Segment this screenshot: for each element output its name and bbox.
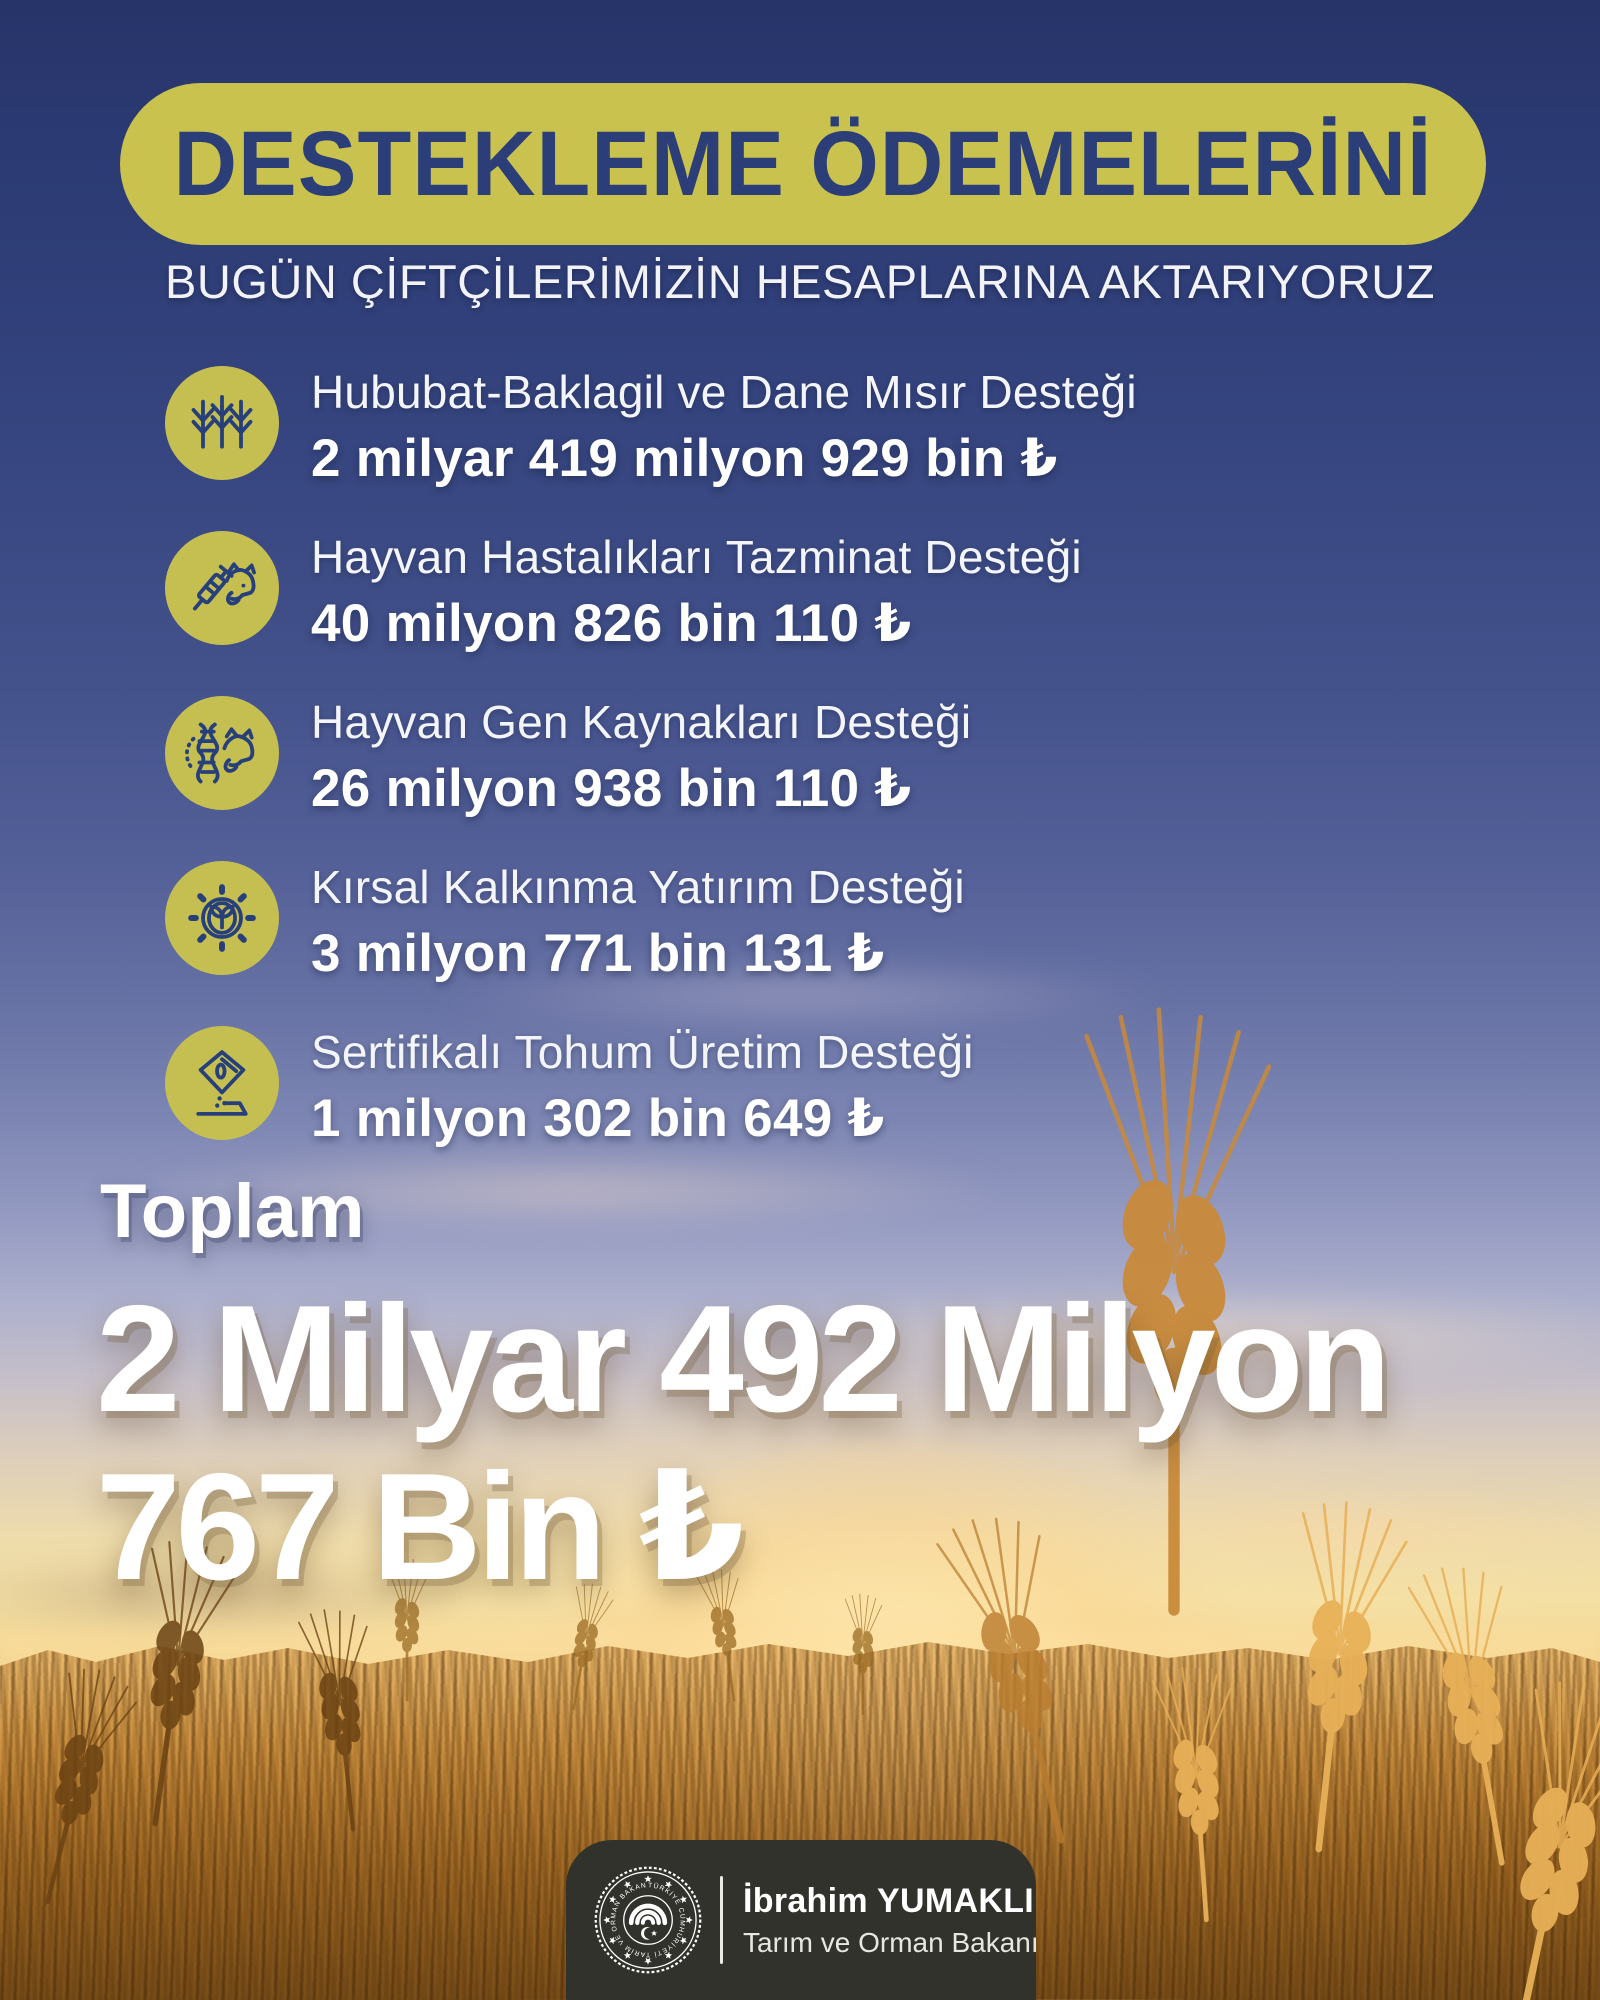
item-title: Hububat-Baklagil ve Dane Mısır Desteği xyxy=(311,366,1137,418)
total-amount-line2: 767 Bin ₺ xyxy=(96,1442,745,1612)
seal-circular-text: TÜRKİYE CUMHURİYETİ TARIM VE ORMAN BAKAN… xyxy=(610,1882,685,1959)
item-text: Sertifikalı Tohum Üretim Desteği 1 milyo… xyxy=(311,1022,974,1152)
total-label: Toplam xyxy=(100,1169,365,1254)
seed-packet-icon xyxy=(165,1026,279,1140)
list-item: Hayvan Hastalıkları Tazminat Desteği 40 … xyxy=(165,527,1082,657)
item-text: Kırsal Kalkınma Yatırım Desteği 3 milyon… xyxy=(311,857,965,987)
total-amount-line1: 2 Milyar 492 Milyon xyxy=(96,1274,1391,1444)
item-amount: 2 milyar 419 milyon 929 bin ₺ xyxy=(311,429,1058,488)
item-title: Hayvan Gen Kaynakları Desteği xyxy=(311,696,972,748)
svg-text:TÜRKİYE CUMHURİYETİ TARIM VE O: TÜRKİYE CUMHURİYETİ TARIM VE ORMAN BAKAN… xyxy=(610,1882,686,1959)
minister-badge: TÜRKİYE CUMHURİYETİ TARIM VE ORMAN BAKAN… xyxy=(566,1840,1039,2000)
dna-cow-icon xyxy=(165,696,279,810)
item-text: Hayvan Gen Kaynakları Desteği 26 milyon … xyxy=(311,692,971,822)
item-amount: 1 milyon 302 bin 649 ₺ xyxy=(311,1089,885,1148)
item-title: Hayvan Hastalıkları Tazminat Desteği xyxy=(311,531,1082,583)
page-subtitle: BUGÜN ÇİFTÇİLERİMİZİN HESAPLARINA AKTARI… xyxy=(165,255,1435,308)
item-amount: 26 milyon 938 bin 110 ₺ xyxy=(311,759,912,818)
cloud-streak xyxy=(420,960,1180,1030)
minister-name: İbrahim YUMAKLI xyxy=(743,1881,1035,1920)
item-title: Sertifikalı Tohum Üretim Desteği xyxy=(311,1026,974,1078)
item-amount: 3 milyon 771 bin 131 ₺ xyxy=(311,924,885,983)
page-title: DESTEKLEME ÖDEMELERİNİ xyxy=(173,112,1433,215)
cloud-streak xyxy=(120,1150,1020,1230)
ministry-seal-logo: TÜRKİYE CUMHURİYETİ TARIM VE ORMAN BAKAN… xyxy=(594,1866,702,1974)
item-text: Hayvan Hastalıkları Tazminat Desteği 40 … xyxy=(311,527,1082,657)
minister-text: İbrahim YUMAKLI Tarım ve Orman Bakanı xyxy=(743,1882,1039,1959)
wheat-icon xyxy=(165,366,279,480)
syringe-cow-icon xyxy=(165,531,279,645)
list-item: Hayvan Gen Kaynakları Desteği 26 milyon … xyxy=(165,692,971,822)
item-title: Kırsal Kalkınma Yatırım Desteği xyxy=(311,861,965,913)
list-item: Sertifikalı Tohum Üretim Desteği 1 milyo… xyxy=(165,1022,974,1152)
item-amount: 40 milyon 826 bin 110 ₺ xyxy=(311,594,912,653)
item-text: Hububat-Baklagil ve Dane Mısır Desteği 2… xyxy=(311,362,1137,492)
list-item: Kırsal Kalkınma Yatırım Desteği 3 milyon… xyxy=(165,857,965,987)
minister-role: Tarım ve Orman Bakanı xyxy=(743,1926,1039,1958)
gear-sprout-icon xyxy=(165,861,279,975)
title-banner: DESTEKLEME ÖDEMELERİNİ xyxy=(120,83,1486,245)
list-item: Hububat-Baklagil ve Dane Mısır Desteği 2… xyxy=(165,362,1137,492)
badge-divider xyxy=(720,1876,723,1964)
